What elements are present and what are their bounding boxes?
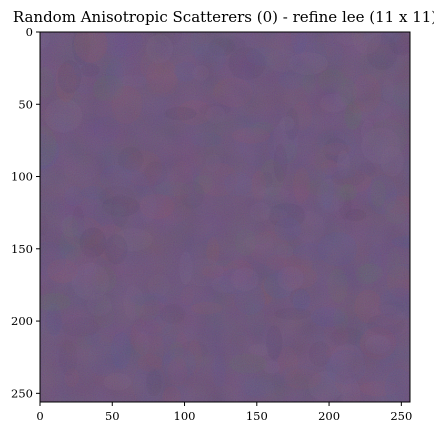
chart-title: Random Anisotropic Scatterers (0) - refi… — [13, 8, 434, 26]
y-tick-label: 50 — [18, 97, 33, 111]
heatmap-image — [40, 32, 410, 402]
y-axis: 0 50 100 150 200 250 — [11, 25, 40, 400]
x-tick-label: 200 — [318, 409, 340, 423]
x-axis: 0 50 100 150 200 250 — [36, 402, 412, 423]
y-tick-label: 0 — [26, 25, 33, 39]
x-tick-label: 250 — [390, 409, 412, 423]
plot-frame — [39, 31, 411, 403]
x-tick-label: 150 — [246, 409, 268, 423]
y-tick-label: 200 — [11, 314, 33, 328]
y-tick-label: 150 — [11, 242, 33, 256]
heatmap-texture-fine — [40, 32, 410, 402]
y-tick-label: 100 — [11, 170, 33, 184]
x-tick-label: 100 — [174, 409, 196, 423]
x-tick-label: 0 — [36, 409, 43, 423]
y-tick-label: 250 — [11, 386, 33, 400]
x-tick-label: 50 — [105, 409, 120, 423]
